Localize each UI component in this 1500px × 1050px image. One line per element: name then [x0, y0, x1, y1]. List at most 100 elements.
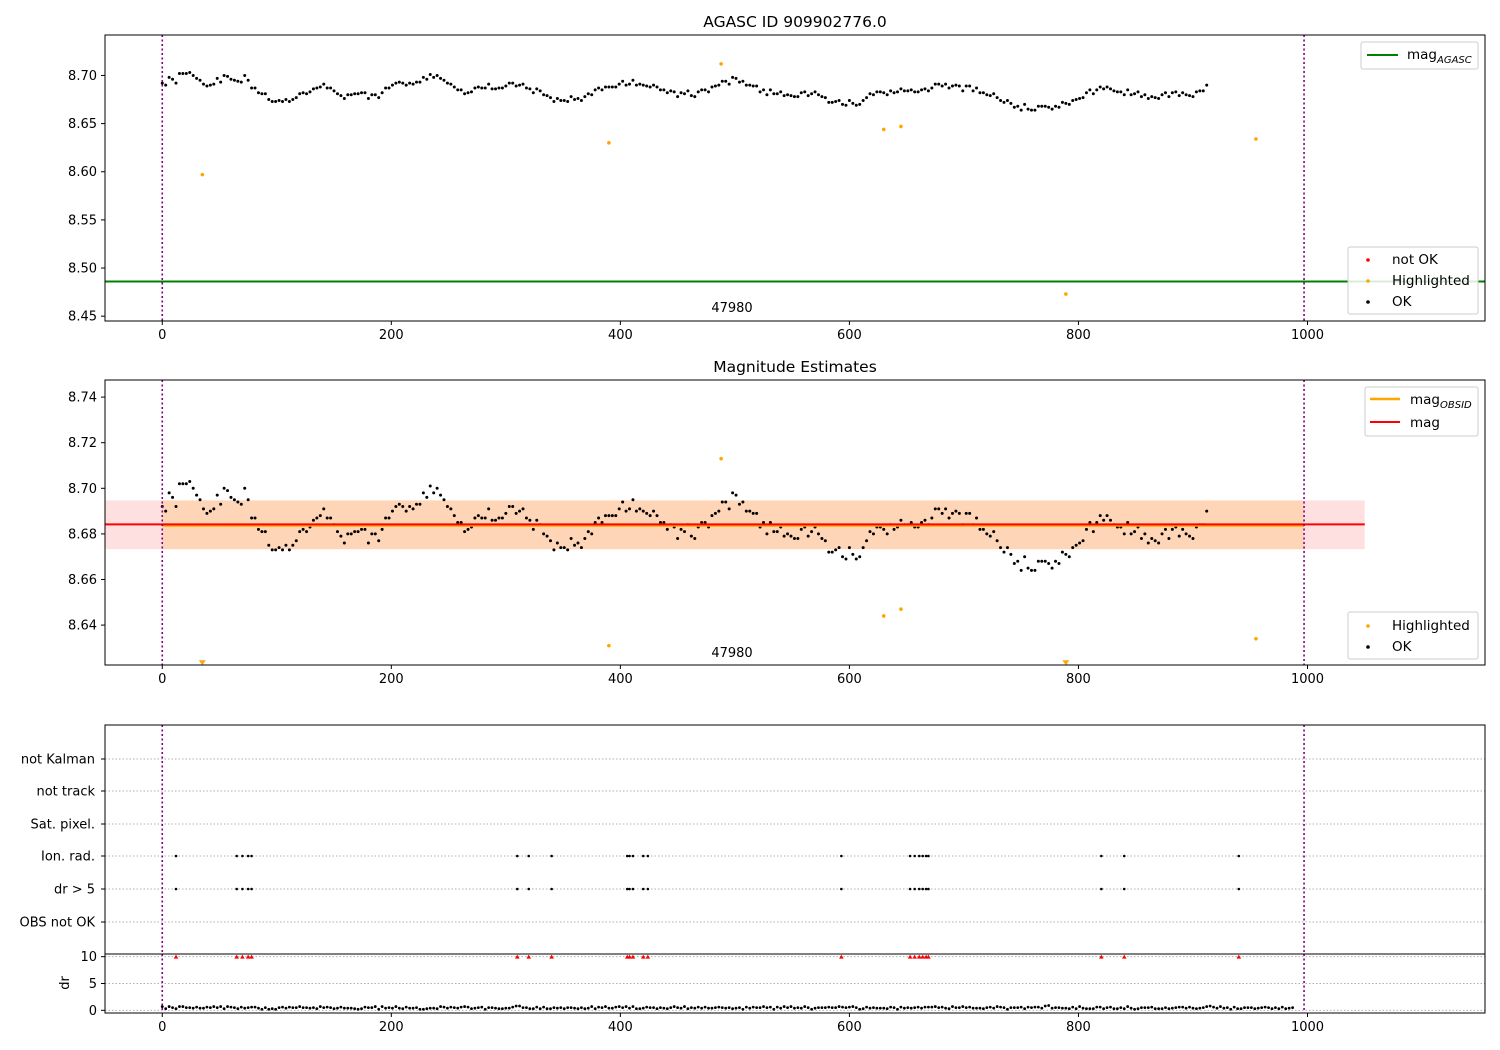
mag-estimates-ok-point [342, 541, 346, 545]
mag-estimates-ok-point [631, 498, 635, 502]
dr-point [628, 1006, 631, 1010]
dr-xtick-label: 200 [379, 1020, 404, 1035]
dr-point [1122, 1007, 1126, 1011]
agasc-ok-point [737, 80, 741, 84]
agasc-ok-point [236, 79, 240, 83]
dr-point [988, 1005, 992, 1009]
dr-point [731, 1007, 734, 1011]
agasc-ok-point [806, 94, 810, 98]
agasc-ok-point [816, 93, 820, 97]
agasc-ok-point [841, 102, 845, 106]
agasc-ok-point [432, 75, 436, 79]
mag-estimates-ok-point [981, 527, 985, 531]
agasc-ok-point [744, 83, 748, 87]
dr-point [1085, 1007, 1088, 1011]
mag-estimates-ok-point [524, 516, 528, 520]
mag-estimates-ok-point [1098, 514, 1102, 518]
dr-point [902, 1006, 906, 1010]
dr-point [208, 1006, 212, 1010]
mag-estimates-ok-point [968, 511, 972, 515]
mag-estimates-ok-point [415, 502, 419, 506]
mag-estimates-ok-point [1005, 546, 1009, 550]
agasc-ok-point [281, 99, 285, 103]
dr-point [226, 1005, 229, 1008]
mag-estimates-ok-point [988, 534, 992, 538]
legend-marker-highlighted [1366, 279, 1370, 283]
agasc-ok-point [421, 75, 425, 79]
mag-estimates-ok-point [823, 539, 827, 543]
mag-estimates-ok-point [425, 495, 429, 499]
agasc-ok-point [449, 82, 453, 86]
dr-point [198, 1006, 202, 1010]
agasc-ok-point [562, 98, 566, 102]
agasc-ok-point [226, 74, 230, 78]
agasc-ok-point [1057, 105, 1061, 109]
dr-point [1109, 1005, 1112, 1009]
dr-point [782, 1005, 786, 1008]
mag-estimates-ok-point [256, 527, 260, 531]
mag-estimates-ok-point [751, 511, 755, 515]
legend-marker-ok-2 [1366, 645, 1370, 649]
dr-capped-marker [173, 954, 179, 959]
agasc-ok-point [246, 78, 250, 82]
mag-estimates-ok-point [610, 514, 614, 518]
mag-estimates-ok-point [497, 516, 501, 520]
agasc-ok-point [191, 73, 195, 77]
mag-estimates-ok-point [1088, 521, 1092, 524]
dr-point [1105, 1006, 1109, 1010]
mag-estimates-ok-point [1129, 532, 1133, 536]
mag-estimates-ok-point [600, 521, 604, 524]
dr-point [920, 1006, 923, 1010]
agasc-ok-point [480, 86, 484, 90]
dr-xtick-label: 1000 [1291, 1020, 1324, 1035]
dr-point [703, 1005, 707, 1009]
flag-point [840, 854, 843, 858]
legend-label-mag-agasc: magAGASC [1407, 47, 1472, 66]
mag-estimates-ok-point [232, 498, 236, 502]
agasc-ok-point [995, 96, 999, 100]
dr-point [439, 1005, 442, 1008]
dr-point [367, 1006, 370, 1010]
dr-point [1033, 1005, 1037, 1009]
agasc-ok-point [1088, 88, 1092, 92]
mag-estimates-ok-point [531, 527, 535, 531]
mag-estimates-ok-point [219, 502, 223, 506]
mag-estimates-ok-point [435, 486, 439, 490]
dr-point [432, 1006, 436, 1010]
mag-estimates-xtick-label: 400 [608, 672, 633, 687]
flag-point [924, 854, 928, 858]
dr-point [1174, 1006, 1178, 1010]
mag-estimates-ytick-label: 8.72 [68, 436, 97, 451]
mag-estimates-ok-point [201, 507, 205, 511]
agasc-ok-point [1016, 104, 1020, 108]
dr-ytick-label: 10 [80, 950, 97, 965]
agasc-ok-point [160, 81, 164, 85]
dr-point [525, 1006, 528, 1010]
agasc-ok-point [676, 95, 680, 99]
mag-estimates-ok-point [215, 493, 219, 497]
agasc-legend-lower: not OK Highlighted OK [1347, 246, 1479, 315]
mag-estimates-ok-point [1188, 534, 1192, 538]
agasc-ok-point [796, 95, 800, 99]
mag-estimates-ok-point [768, 521, 772, 524]
flag-point [235, 887, 239, 891]
agasc-ok-point [597, 86, 601, 90]
mag-estimates-ok-point [775, 530, 779, 534]
mag-estimates-ok-point [954, 509, 958, 513]
dr-point [1150, 1005, 1154, 1009]
flag-point [628, 854, 631, 858]
dr-point [1146, 1006, 1150, 1010]
agasc-ok-point [164, 83, 168, 87]
mag-estimates-ok-point [552, 548, 556, 552]
agasc-ok-point [1129, 93, 1133, 97]
dr-capped-marker [514, 954, 520, 959]
mag-estimates-ok-point [421, 491, 425, 495]
agasc-ok-point [868, 92, 872, 96]
dr-point [1064, 1006, 1068, 1010]
mag-estimates-ok-point [944, 507, 948, 511]
mag-estimates-ok-point [645, 511, 649, 515]
mag-estimates-ok-point [634, 509, 638, 513]
dr-point [1133, 1007, 1136, 1011]
flag-point [515, 854, 519, 858]
agasc-ok-point [751, 84, 755, 88]
